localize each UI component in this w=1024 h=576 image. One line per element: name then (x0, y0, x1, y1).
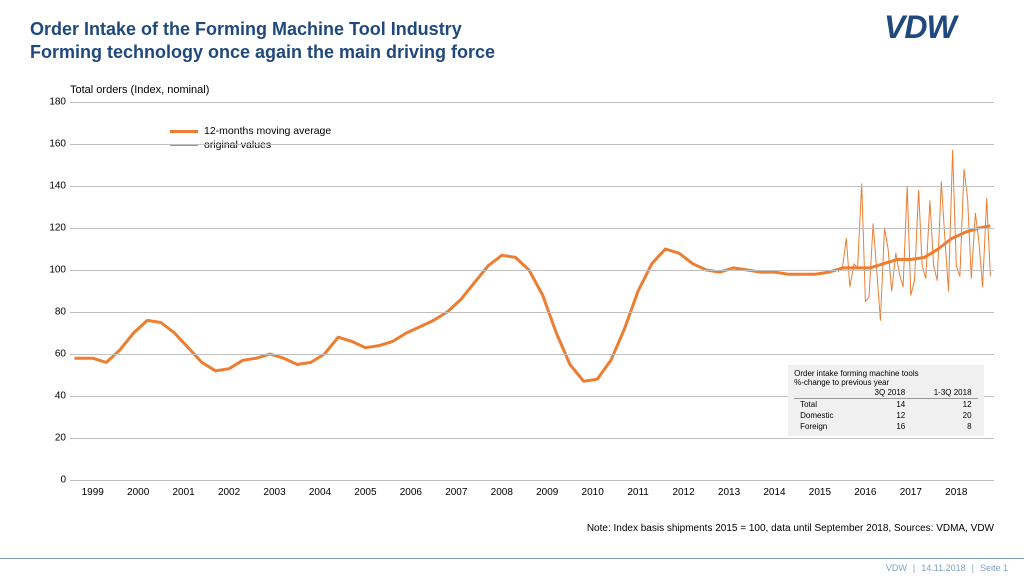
info-table-col: 3Q 2018 (854, 387, 911, 399)
info-table-col: 1-3Q 2018 (911, 387, 977, 399)
info-table-cell: 8 (911, 421, 977, 432)
y-tick-label: 120 (42, 223, 66, 234)
info-table-cell: 14 (854, 398, 911, 410)
x-tick-label: 2009 (536, 487, 558, 498)
footer: VDW | 14.11.2018 | Seite 1 (0, 558, 1024, 576)
x-tick-label: 2000 (127, 487, 149, 498)
x-tick-label: 2018 (945, 487, 967, 498)
grid-line (70, 438, 994, 439)
x-tick-label: 2002 (218, 487, 240, 498)
grid-line (70, 228, 994, 229)
legend-label-ma: 12-months moving average (204, 125, 331, 137)
grid-line (70, 102, 994, 103)
x-tick-label: 2012 (672, 487, 694, 498)
title-block: Order Intake of the Forming Machine Tool… (30, 18, 495, 63)
info-table-cell: Foreign (794, 421, 854, 432)
x-tick-label: 2017 (900, 487, 922, 498)
footer-sep-2: | (972, 563, 974, 573)
chart-area: Total orders (Index, nominal) 12-months … (30, 88, 994, 506)
legend-item-ma: 12-months moving average (170, 124, 331, 138)
x-tick-label: 2011 (627, 487, 649, 498)
x-tick-label: 2014 (763, 487, 785, 498)
grid-line (70, 270, 994, 271)
x-tick-label: 1999 (82, 487, 104, 498)
x-tick-label: 2016 (854, 487, 876, 498)
info-table-cell: 16 (854, 421, 911, 432)
y-tick-label: 40 (42, 391, 66, 402)
legend-swatch-thick (170, 130, 198, 133)
x-tick-label: 2005 (354, 487, 376, 498)
y-tick-label: 60 (42, 349, 66, 360)
vdw-logo: VDW (884, 10, 994, 51)
info-table-cell: 20 (911, 410, 977, 421)
x-tick-label: 2003 (263, 487, 285, 498)
grid-line (70, 354, 994, 355)
grid-line (70, 144, 994, 145)
info-table-col (794, 387, 854, 399)
header: Order Intake of the Forming Machine Tool… (30, 18, 994, 63)
title-line-2: Forming technology once again the main d… (30, 41, 495, 64)
y-tick-label: 140 (42, 181, 66, 192)
x-tick-label: 2007 (445, 487, 467, 498)
y-tick-label: 160 (42, 139, 66, 150)
x-tick-label: 2001 (173, 487, 195, 498)
info-table-cell: 12 (854, 410, 911, 421)
legend-label-orig: original values (204, 139, 271, 151)
footer-date: 14.11.2018 (921, 563, 965, 573)
x-tick-label: 2010 (582, 487, 604, 498)
info-table: Order intake forming machine tools%-chan… (788, 365, 983, 436)
y-tick-label: 0 (42, 475, 66, 486)
grid-line (70, 186, 994, 187)
grid-line (70, 312, 994, 313)
x-tick-label: 2008 (491, 487, 513, 498)
y-tick-label: 180 (42, 97, 66, 108)
title-line-1: Order Intake of the Forming Machine Tool… (30, 18, 495, 41)
y-tick-label: 80 (42, 307, 66, 318)
chart-note: Note: Index basis shipments 2015 = 100, … (587, 523, 994, 534)
x-tick-label: 2004 (309, 487, 331, 498)
footer-page: Seite 1 (980, 563, 1008, 573)
info-table-title: Order intake forming machine tools (794, 369, 977, 378)
footer-sep-1: | (913, 563, 915, 573)
grid-line (70, 480, 994, 481)
series-line (838, 150, 990, 320)
series-line (75, 226, 991, 381)
info-table-cell: 12 (911, 398, 977, 410)
footer-org: VDW (886, 563, 907, 573)
logo-text: VDW (884, 10, 959, 45)
legend: 12-months moving average original values (170, 124, 331, 152)
y-tick-label: 20 (42, 433, 66, 444)
legend-item-orig: original values (170, 138, 331, 152)
y-axis-title: Total orders (Index, nominal) (70, 84, 209, 96)
y-tick-label: 100 (42, 265, 66, 276)
x-tick-label: 2013 (718, 487, 740, 498)
info-table-subtitle: %-change to previous year (794, 378, 977, 387)
x-tick-label: 2006 (400, 487, 422, 498)
x-tick-label: 2015 (809, 487, 831, 498)
info-table-cell: Domestic (794, 410, 854, 421)
info-table-cell: Total (794, 398, 854, 410)
plot-region: 12-months moving average original values… (70, 102, 994, 480)
